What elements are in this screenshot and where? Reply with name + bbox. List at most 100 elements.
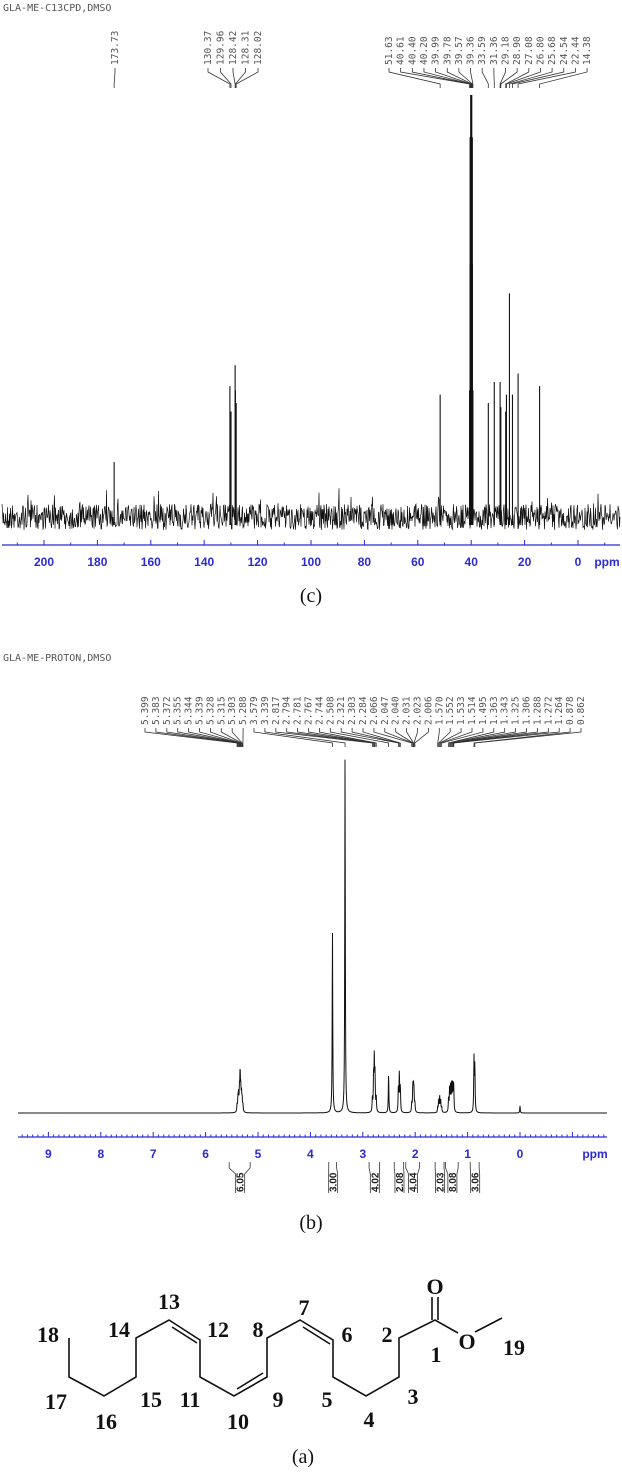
x-tick-label: 120 — [248, 555, 268, 569]
peak-label-leader — [481, 68, 489, 88]
peak-label-leader — [253, 728, 333, 747]
peak-label-leader — [220, 68, 232, 88]
peak-label-leader — [199, 728, 241, 747]
peak-label-leader — [473, 728, 571, 747]
integral-bracket-right — [244, 1162, 251, 1193]
peak-label-leader — [318, 728, 377, 747]
c13-title: GLA-ME-C13CPD,DMSO — [3, 3, 111, 14]
peak-label: 2.767 — [304, 696, 315, 725]
atom-number: 17 — [45, 1389, 67, 1414]
peak-label: 28.90 — [512, 36, 523, 65]
peak-label-leader — [411, 68, 471, 88]
x-tick-label: 7 — [150, 1147, 157, 1161]
peak-label-leader — [220, 728, 242, 747]
integral-bracket-left — [228, 1162, 237, 1193]
peak-label: 2.817 — [271, 696, 282, 725]
double-bond-6-7 — [302, 1326, 331, 1345]
peak-label-leader — [209, 728, 242, 747]
carbon-chain-bonds — [68, 1319, 459, 1397]
peak-label: 0.862 — [576, 696, 587, 725]
structure-caption: (a) — [292, 1446, 314, 1468]
peak-label: 26.80 — [535, 36, 546, 65]
peak-label: 5.303 — [227, 696, 238, 725]
peak-label-leader — [452, 728, 538, 747]
peak-label-leader — [395, 728, 414, 747]
atom-number: 2 — [382, 1322, 393, 1347]
atom-number: 9 — [273, 1387, 284, 1412]
peak-label: 5.339 — [195, 696, 206, 725]
peak-label: 2.023 — [413, 696, 424, 725]
peak-label-leader — [452, 728, 549, 747]
peak-label: 39.57 — [454, 36, 465, 65]
peak-label: 39.36 — [466, 36, 477, 65]
atom-number: 13 — [158, 1289, 180, 1314]
x-tick-label: 100 — [301, 555, 321, 569]
peak-label: 128.42 — [228, 31, 239, 65]
peak-label: 3.339 — [260, 696, 271, 725]
oxygen-carbonyl-label: O — [426, 1274, 443, 1299]
integral-bracket-left — [368, 1162, 371, 1193]
x-tick-label: 1 — [464, 1147, 471, 1161]
c13-spectrum-panel: GLA-ME-C13CPD,DMSO 200 180 160 140 120 100 80 6… — [1, 3, 621, 569]
x-tick-label: 3 — [359, 1147, 366, 1161]
x-tick-label: 8 — [97, 1147, 104, 1161]
x-tick-label: 0 — [517, 1147, 524, 1161]
peak-label: 173.73 — [110, 31, 121, 65]
atom-number: 15 — [140, 1387, 162, 1412]
peak-label-leader — [438, 728, 451, 747]
peak-label: 5.344 — [184, 696, 195, 725]
peak-label-leader — [406, 728, 414, 747]
atom-number: 1 — [431, 1342, 442, 1367]
peak-label-leader — [177, 728, 240, 747]
integral-value: 4.02 — [370, 1172, 381, 1192]
peak-label-leader — [340, 728, 399, 747]
peak-label-leader — [308, 728, 376, 747]
peak-label: 5.399 — [140, 696, 151, 725]
peak-label-leader — [470, 68, 474, 88]
peak-label: 40.61 — [396, 36, 407, 65]
integral-bracket-right — [478, 1162, 481, 1193]
peak-label: 25.68 — [547, 36, 558, 65]
peak-label: 29.18 — [501, 36, 512, 65]
integral-value: 3.00 — [329, 1172, 340, 1192]
x-axis-label: ppm — [582, 1147, 607, 1161]
peak-label: 2.031 — [402, 696, 413, 725]
peak-label-leader — [414, 728, 429, 747]
peak-label-leader — [448, 728, 495, 747]
peak-label: 5.372 — [162, 696, 173, 725]
peak-label-leader — [423, 68, 472, 88]
x-tick-label: 5 — [255, 1147, 262, 1161]
peak-label-leader — [232, 68, 236, 88]
peak-label: 1.325 — [511, 696, 522, 725]
atom-number: 4 — [364, 1407, 375, 1432]
c13-caption: (c) — [300, 585, 322, 607]
peak-label: 5.328 — [205, 696, 216, 725]
atom-number: 10 — [227, 1409, 249, 1434]
peak-label: 1.533 — [456, 696, 467, 725]
integral-value: 6.05 — [236, 1172, 247, 1192]
peak-label: 14.38 — [582, 36, 593, 65]
peak-label-leader — [264, 728, 346, 747]
integral-bracket-right — [336, 1162, 339, 1193]
atom-number: 14 — [108, 1317, 130, 1342]
chemical-structure — [68, 1297, 503, 1397]
atom-number: 12 — [207, 1317, 229, 1342]
atom-number: 19 — [503, 1335, 525, 1360]
peak-label-leader — [539, 68, 588, 88]
peak-label-leader — [437, 728, 440, 747]
peak-label-leader — [297, 728, 375, 747]
peak-label: 24.54 — [559, 36, 570, 65]
peak-label-leader — [235, 68, 246, 88]
integral-bracket-right — [443, 1162, 445, 1193]
peak-label-leader — [362, 728, 401, 747]
peak-label-leader — [235, 68, 259, 88]
atom-number: 6 — [342, 1322, 353, 1347]
x-tick-label: 80 — [358, 555, 372, 569]
peak-label: 0.878 — [565, 696, 576, 725]
peak-label: 5.315 — [216, 696, 227, 725]
atom-number: 5 — [322, 1387, 333, 1412]
peak-label-leader — [286, 728, 374, 747]
peak-label-leader — [413, 728, 418, 747]
peak-label-leader — [351, 728, 400, 747]
